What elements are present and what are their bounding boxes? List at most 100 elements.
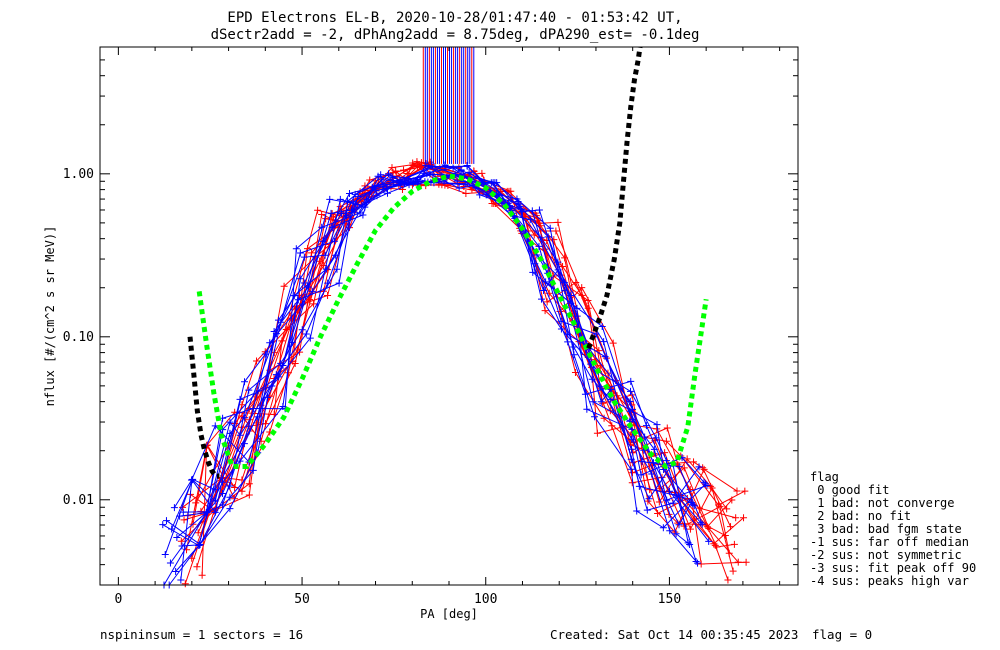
x-tick-label: 0 [114, 592, 122, 607]
series-point-blue [583, 405, 591, 413]
series-point-red [629, 469, 637, 477]
legend-item: -1 sus: far off median [810, 535, 969, 549]
series-point-red [655, 498, 663, 506]
series-point-blue [648, 470, 656, 478]
x-axis-label: PA [deg] [420, 607, 478, 621]
series-point-blue [675, 463, 683, 471]
series-point-blue [564, 338, 572, 346]
series-point-red [192, 499, 200, 507]
series-point-blue [298, 300, 306, 308]
series-point-blue [161, 551, 169, 559]
footer-created: Created: Sat Oct 14 00:35:45 2023 [550, 627, 798, 642]
series-point-blue [371, 182, 379, 190]
series-point-blue [326, 195, 334, 203]
series-point-red [734, 558, 742, 566]
series-point-red [584, 296, 592, 304]
series-point-blue [429, 171, 437, 179]
series-point-blue [176, 512, 184, 520]
series-point-blue [633, 507, 641, 515]
series-line-blue [179, 170, 695, 517]
series-point-red [488, 200, 496, 208]
fit-curve-black [586, 46, 643, 350]
series-point-blue [202, 509, 210, 517]
series-point-blue [173, 534, 181, 542]
series-point-blue [554, 258, 562, 266]
series-point-blue [226, 493, 234, 501]
series-point-blue [296, 275, 304, 283]
series-point-blue [188, 476, 196, 484]
series-point-red [308, 249, 316, 257]
fit-curve-green [196, 173, 709, 470]
series-point-blue [226, 429, 234, 437]
series-point-blue [535, 206, 543, 214]
x-tick-label: 100 [474, 592, 497, 607]
y-tick-label: 0.01 [63, 493, 94, 508]
series-point-red [388, 164, 396, 172]
series-line-red [190, 160, 735, 548]
series-point-blue [659, 524, 667, 532]
data-series-layer [159, 47, 750, 589]
footer-flag: flag = 0 [812, 627, 872, 642]
series-point-red [316, 257, 324, 265]
series-point-red [462, 189, 470, 197]
series-point-blue [528, 207, 536, 215]
series-point-blue [653, 421, 661, 429]
series-point-red [409, 159, 417, 167]
series-point-blue [535, 242, 543, 250]
series-point-blue [650, 445, 658, 453]
series-point-blue [172, 568, 180, 576]
series-point-red [541, 307, 549, 315]
series-point-blue [300, 279, 308, 287]
series-point-blue [294, 296, 302, 304]
series-point-blue [275, 373, 283, 381]
series-point-red [180, 516, 188, 524]
series-point-blue [290, 292, 298, 300]
legend-item: 1 bad: not converge [810, 496, 955, 510]
series-point-red [324, 291, 332, 299]
y-axis-ticks: 0.01 0.10 1.00 [63, 46, 798, 586]
legend-item: -2 sus: not symmetric [810, 548, 962, 562]
series-point-red [318, 210, 326, 218]
series-point-blue [663, 496, 671, 504]
series-point-red [238, 487, 246, 495]
series-line-blue [175, 165, 694, 572]
series-point-blue [573, 304, 581, 312]
series-point-red [552, 227, 560, 235]
series-point-blue [245, 386, 253, 394]
series-point-blue [298, 326, 306, 334]
fit-curve-black [187, 336, 220, 479]
series-point-blue [628, 425, 636, 433]
series-point-blue [542, 278, 550, 286]
series-point-red [392, 167, 400, 175]
series-point-blue [219, 490, 227, 498]
series-point-red [561, 254, 569, 262]
series-point-blue [254, 387, 262, 395]
series-point-blue [457, 167, 465, 175]
series-point-red [730, 540, 738, 548]
series-point-blue [695, 463, 703, 471]
series-point-blue [302, 330, 310, 338]
series-line-blue [166, 164, 710, 546]
series-point-blue [372, 187, 380, 195]
series-point-red [741, 487, 749, 495]
series-point-red [253, 357, 261, 365]
x-tick-label: 150 [658, 592, 681, 607]
series-point-blue [272, 330, 280, 338]
series-point-red [608, 422, 616, 430]
legend-item: 0 good fit [810, 483, 889, 497]
series-point-blue [642, 422, 650, 430]
series-point-red [729, 567, 737, 575]
series-point-blue [219, 501, 227, 509]
series-point-blue [596, 383, 604, 391]
series-point-blue [413, 175, 421, 183]
series-point-blue [705, 537, 713, 545]
series-point-red [198, 571, 206, 579]
series-point-blue [513, 195, 521, 203]
y-axis-label: nflux [#/(cm^2 s sr MeV)] [43, 226, 57, 407]
series-point-red [727, 523, 735, 531]
series-point-blue [345, 189, 353, 197]
series-point-red [724, 576, 732, 584]
x-tick-label: 50 [294, 592, 310, 607]
series-point-blue [400, 175, 408, 183]
series-point-blue [570, 343, 578, 351]
